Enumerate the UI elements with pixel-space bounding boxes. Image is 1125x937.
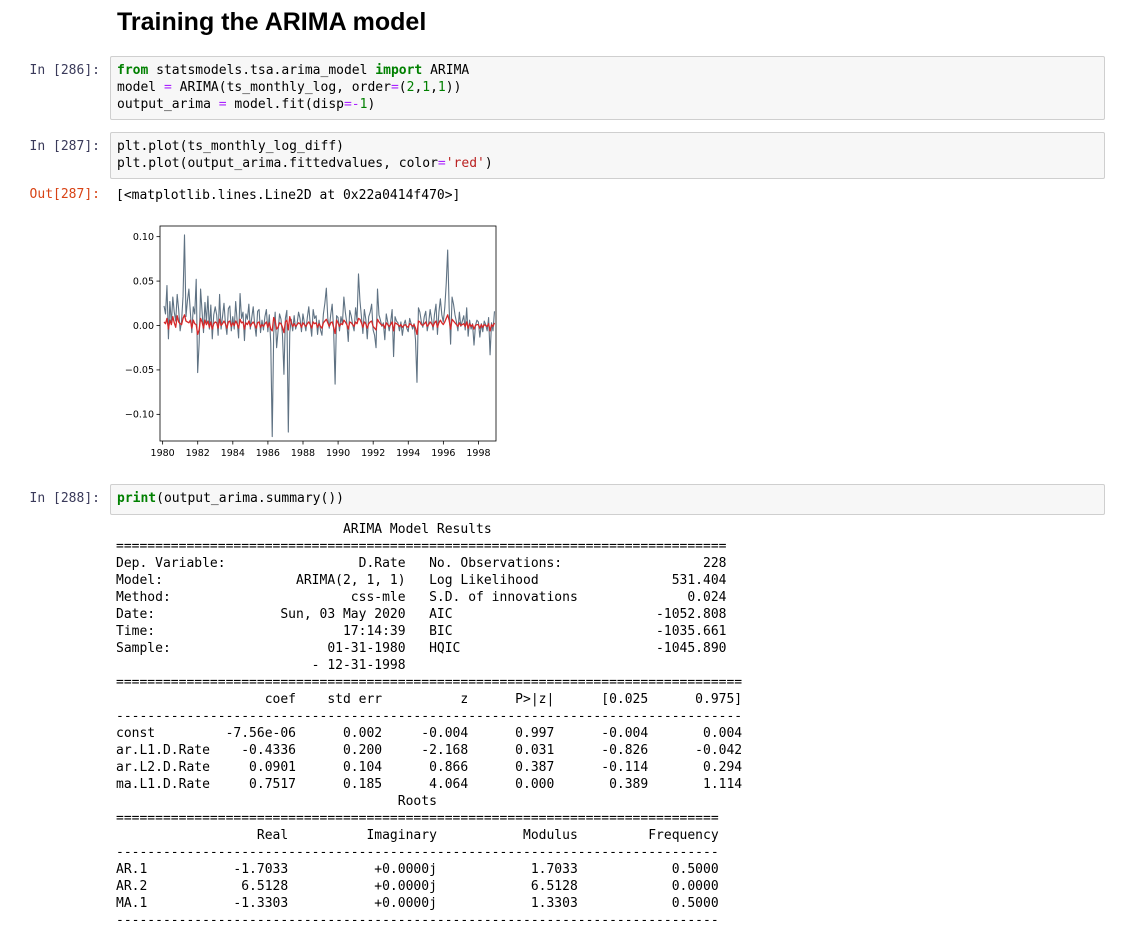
code-token: ARIMA(ts_monthly_log, order xyxy=(171,80,391,95)
code-token: )) xyxy=(445,80,462,95)
code-cell-288[interactable]: print(output_arima.summary()) xyxy=(110,484,1105,515)
code-token: ARIMA xyxy=(422,63,470,78)
code-token: print xyxy=(117,491,157,506)
x-tick-label: 1998 xyxy=(466,448,490,459)
code-token: ( xyxy=(398,80,407,95)
input-prompt-286: In [286]: xyxy=(29,63,100,78)
code-area[interactable]: print(output_arima.summary()) xyxy=(117,490,1098,507)
x-tick-label: 1996 xyxy=(431,448,455,459)
code-cell-286[interactable]: from statsmodels.tsa.arima_model import … xyxy=(110,56,1105,120)
x-tick-label: 1986 xyxy=(256,448,280,459)
code-token: 'red' xyxy=(445,156,485,171)
code-token: =- xyxy=(343,97,360,112)
code-token: model xyxy=(117,80,164,95)
code-token: , xyxy=(430,80,438,95)
y-tick-label: −0.05 xyxy=(125,365,154,376)
code-token: 1 xyxy=(437,80,446,95)
x-tick-label: 1980 xyxy=(151,448,175,459)
code-area[interactable]: plt.plot(ts_monthly_log_diff) plt.plot(o… xyxy=(117,138,1098,172)
code-token: 2 xyxy=(406,80,415,95)
code-token: ) xyxy=(484,156,493,171)
x-tick-label: 1992 xyxy=(361,448,385,459)
code-token: = xyxy=(163,80,172,95)
code-token: = xyxy=(218,97,227,112)
x-tick-label: 1990 xyxy=(326,448,350,459)
code-token: output_arima xyxy=(117,97,219,112)
series-line-fitted xyxy=(163,314,496,336)
y-tick-label: −0.10 xyxy=(125,410,154,421)
line-chart: 1980 1982 1984 1986 1988 1990 1992 1994 1996 1998… xyxy=(125,225,497,459)
output-repr: [<matplotlib.lines.Line2D at 0x22a0414f4… xyxy=(116,188,461,203)
code-cell-287[interactable]: plt.plot(ts_monthly_log_diff) plt.plot(o… xyxy=(110,132,1105,179)
section-heading: Training the ARIMA model xyxy=(117,8,427,36)
code-token: import xyxy=(375,63,423,78)
series-line-diff xyxy=(163,234,496,438)
x-tick-label: 1994 xyxy=(396,448,420,459)
summary-output: ARIMA Model Results ====================… xyxy=(116,522,743,928)
code-token: ) xyxy=(367,97,376,112)
code-token: from xyxy=(117,63,149,78)
x-tick-label: 1982 xyxy=(186,448,210,459)
y-tick-label: 0.05 xyxy=(133,276,154,287)
code-token: = xyxy=(390,80,399,95)
y-tick-label: 0.00 xyxy=(133,321,154,332)
code-token: 1 xyxy=(359,97,368,112)
code-token: 1 xyxy=(422,80,431,95)
code-token: model.fit(disp xyxy=(226,97,344,112)
input-prompt-288: In [288]: xyxy=(29,491,100,506)
code-token: plt.plot(output_arima.fittedvalues, colo… xyxy=(117,156,438,171)
code-token: = xyxy=(437,156,446,171)
code-token: (output_arima.summary()) xyxy=(156,491,344,506)
x-tick-label: 1984 xyxy=(221,448,245,459)
code-area[interactable]: from statsmodels.tsa.arima_model import … xyxy=(117,62,1098,113)
code-token: statsmodels.tsa.arima_model xyxy=(148,63,376,78)
output-prompt-287: Out[287]: xyxy=(29,187,100,202)
code-token: , xyxy=(414,80,423,95)
y-tick-label: 0.10 xyxy=(133,232,154,243)
plot-frame xyxy=(159,225,497,442)
input-prompt-287: In [287]: xyxy=(29,139,100,154)
code-token: plt.plot(ts_monthly_log_diff) xyxy=(117,139,344,154)
x-tick-label: 1988 xyxy=(291,448,315,459)
